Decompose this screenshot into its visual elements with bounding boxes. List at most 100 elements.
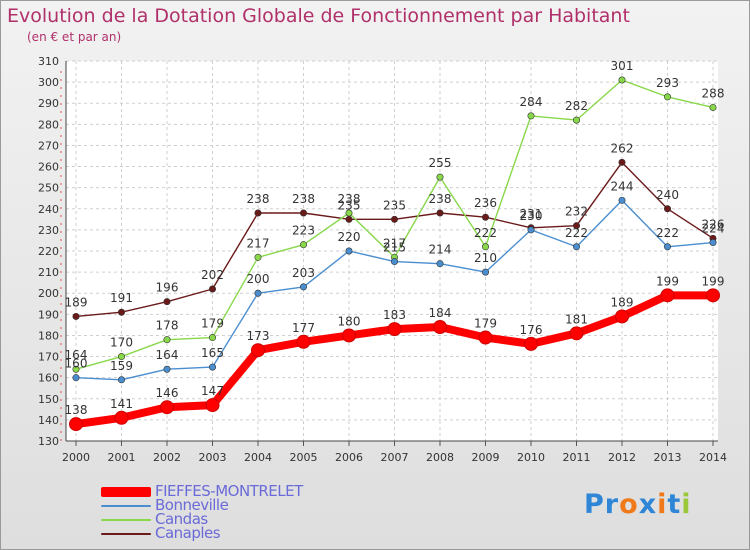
data-label: 203 xyxy=(292,266,315,280)
data-point xyxy=(527,112,535,120)
series-lines xyxy=(69,76,720,432)
data-label: 230 xyxy=(520,209,543,223)
data-point xyxy=(527,226,535,234)
data-label: 178 xyxy=(156,319,179,333)
y-tick-label: 150 xyxy=(38,393,59,406)
data-label: 255 xyxy=(429,156,452,170)
grid-lines xyxy=(66,60,718,442)
legend-label: Bonneville xyxy=(155,496,229,514)
logo-letter: r xyxy=(604,489,620,520)
data-label: 177 xyxy=(292,321,315,335)
data-label: 141 xyxy=(110,397,133,411)
legend-swatch xyxy=(101,487,151,497)
data-point xyxy=(524,336,538,351)
data-point xyxy=(345,215,353,223)
data-point xyxy=(569,326,584,341)
y-tick-label: 210 xyxy=(38,266,59,279)
legend-label: Canaples xyxy=(155,524,221,542)
data-label: 202 xyxy=(201,268,224,282)
legend-label: Candas xyxy=(155,510,208,528)
data-point xyxy=(618,76,626,84)
data-point xyxy=(660,288,675,303)
x-tick-label: 2014 xyxy=(699,451,727,464)
data-label: 164 xyxy=(65,348,88,362)
data-point xyxy=(663,93,671,101)
data-label: 284 xyxy=(520,95,543,109)
data-point xyxy=(572,243,580,251)
y-tick-label: 270 xyxy=(38,139,59,152)
y-tick-label: 230 xyxy=(38,224,59,237)
data-label: 164 xyxy=(156,348,179,362)
data-label: 181 xyxy=(565,312,588,326)
chart-subtitle: (en € et par an) xyxy=(27,30,122,44)
data-label: 191 xyxy=(110,291,133,305)
data-point xyxy=(72,312,80,320)
data-point xyxy=(390,258,398,266)
data-point xyxy=(254,209,262,217)
data-label: 179 xyxy=(201,317,224,331)
data-label: 159 xyxy=(110,359,133,373)
data-label: 231 xyxy=(520,207,543,221)
data-point xyxy=(254,253,262,261)
data-point xyxy=(299,241,307,249)
data-label: 173 xyxy=(247,329,270,343)
data-label: 224 xyxy=(702,222,725,236)
data-point xyxy=(615,309,629,324)
data-label: 160 xyxy=(65,357,88,371)
data-point xyxy=(436,260,444,268)
data-point xyxy=(436,173,444,181)
data-label: 184 xyxy=(429,306,452,320)
data-label: 200 xyxy=(247,272,270,286)
data-point xyxy=(209,334,217,342)
x-tick-label: 2011 xyxy=(563,451,591,464)
y-tick-label: 250 xyxy=(38,182,59,195)
data-point xyxy=(205,398,220,413)
data-point xyxy=(299,209,307,217)
data-label: 236 xyxy=(474,196,497,210)
data-label: 196 xyxy=(156,281,179,295)
x-tick-label: 2009 xyxy=(472,451,500,464)
data-label: 240 xyxy=(656,188,679,202)
data-label: 170 xyxy=(110,336,133,350)
data-label: 147 xyxy=(201,384,224,398)
data-label: 222 xyxy=(656,226,679,240)
y-tick-label: 300 xyxy=(38,76,59,89)
data-label: 183 xyxy=(383,308,406,322)
data-label: 238 xyxy=(338,192,361,206)
y-tick-label: 260 xyxy=(38,161,59,174)
data-label: 232 xyxy=(565,205,588,219)
legend-swatch xyxy=(101,533,151,535)
data-point xyxy=(345,209,353,217)
logo-letter: i xyxy=(657,489,668,520)
data-point xyxy=(433,320,447,334)
chart-title: Evolution de la Dotation Globale de Fonc… xyxy=(7,5,630,27)
y-tick-label: 170 xyxy=(38,351,59,364)
y-tick-label: 190 xyxy=(38,308,59,321)
data-point xyxy=(572,222,580,230)
data-point xyxy=(706,288,720,303)
data-label: 222 xyxy=(474,226,497,240)
legend-label: FIEFFES-MONTRELET xyxy=(155,482,303,500)
data-label: 189 xyxy=(65,295,88,309)
data-point xyxy=(254,289,262,297)
axes: 130 140 150 160 170 180 190 200 210 220 230 240 250 2… xyxy=(38,55,727,464)
data-point xyxy=(342,328,356,343)
proxiti-logo: Proxiti xyxy=(584,489,692,520)
data-point xyxy=(296,334,311,349)
data-label: 220 xyxy=(338,230,361,244)
logo-letter: i xyxy=(681,489,692,520)
data-point xyxy=(436,209,444,217)
data-point xyxy=(345,247,353,255)
logo-letter: t xyxy=(667,489,682,520)
data-point xyxy=(572,116,580,124)
data-point xyxy=(387,322,402,337)
x-tick-label: 2012 xyxy=(608,451,636,464)
data-label: 238 xyxy=(247,192,270,206)
data-label: 217 xyxy=(383,236,406,250)
data-point xyxy=(390,215,398,223)
data-point xyxy=(709,103,717,111)
data-point xyxy=(618,158,626,166)
data-label: 282 xyxy=(565,99,588,113)
data-label: 226 xyxy=(702,217,725,231)
